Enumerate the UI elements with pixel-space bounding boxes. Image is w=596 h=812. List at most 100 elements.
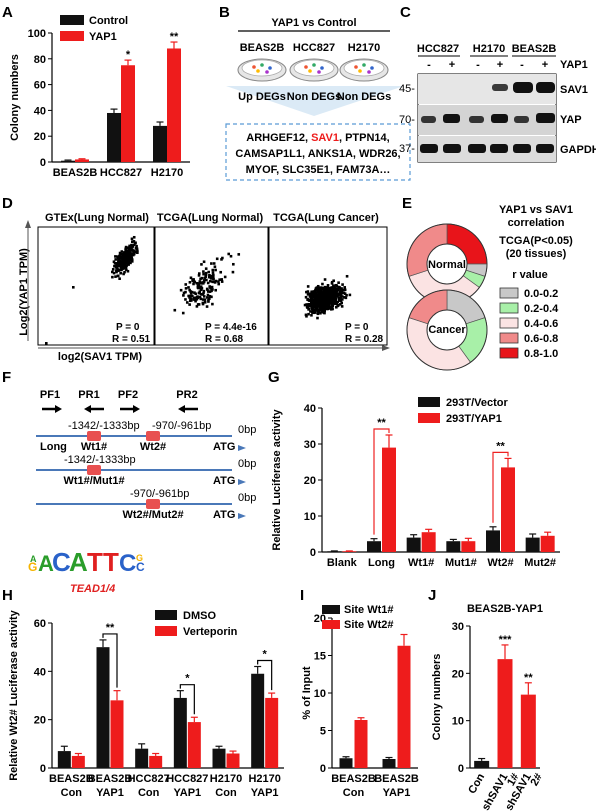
scatter-point <box>205 287 209 291</box>
x-tick-label: YAP1 <box>383 787 411 799</box>
scatter-point <box>309 299 313 302</box>
panel-f-promoter: PF1 PR1 PF2 PR2 -1342/-1333bp -970/-961b… <box>28 389 256 595</box>
scatter-point <box>315 297 319 301</box>
scatter-point <box>327 287 331 290</box>
d-points-gtex <box>45 235 139 345</box>
f-row2-atg-arrow <box>238 479 246 485</box>
scatter-point <box>211 271 215 274</box>
bar <box>61 160 75 162</box>
f-row2-label: Wt1#/Mut1# <box>63 475 124 487</box>
scatter-point <box>331 302 335 306</box>
scatter-point <box>304 295 308 299</box>
f-row2-0bp: 0bp <box>238 458 256 470</box>
scatter-point <box>204 271 208 275</box>
y-tick-label: 100 <box>28 28 46 40</box>
scatter-point <box>210 285 214 289</box>
scatter-point <box>332 295 336 299</box>
y-tick-label: 40 <box>34 105 46 117</box>
scatter-point <box>202 279 206 282</box>
y-tick-label: 10 <box>314 688 326 700</box>
svg-text:T: T <box>87 547 103 577</box>
c-treat-3: - <box>476 59 480 71</box>
scatter-point <box>338 290 342 294</box>
donut-outline <box>406 289 488 371</box>
scatter-point <box>316 316 319 320</box>
x-tick-label: H2170 <box>248 773 280 785</box>
scatter-point <box>331 304 335 308</box>
scatter-point <box>220 280 224 283</box>
scatter-point <box>209 274 213 278</box>
x-tick-label: H2170 <box>210 773 242 785</box>
scatter-point <box>136 249 139 253</box>
bar <box>339 758 353 768</box>
scatter-point <box>195 305 199 308</box>
y-axis-label: Colony numbers <box>9 54 21 141</box>
scatter-point <box>320 306 324 310</box>
scatter-point <box>119 271 122 275</box>
scatter-point <box>340 287 343 290</box>
scatter-point <box>195 295 199 299</box>
bar <box>107 112 121 162</box>
scatter-point <box>213 265 217 269</box>
significance-label: ** <box>496 440 505 452</box>
d-frame-3 <box>268 226 388 346</box>
scatter-point <box>332 284 335 288</box>
scatter-point <box>190 290 194 294</box>
scatter-point <box>219 270 223 274</box>
scatter-point <box>310 313 313 317</box>
y-tick-label: 15 <box>314 651 326 663</box>
scatter-point <box>337 296 340 300</box>
x-tick-label: BEAS2B <box>331 773 376 785</box>
scatter-point <box>330 306 334 309</box>
bar <box>525 537 540 552</box>
chart-h-wt2-luciferase: 0 20 40 60 Relative Wt2# Luciferase activity… <box>8 609 284 799</box>
scatter-point <box>323 311 326 315</box>
y-tick-label: 60 <box>34 80 46 92</box>
x-tick-label: Con <box>343 787 365 799</box>
c-band <box>443 114 460 123</box>
scatter-point <box>195 297 199 301</box>
d-xlabel: log2(SAV1 TPM) <box>58 351 142 363</box>
scatter-point <box>136 251 139 255</box>
scatter-point <box>334 292 337 295</box>
b-cell-h2170: H2170 <box>348 42 380 54</box>
scatter-point <box>323 291 327 295</box>
scatter-point <box>123 252 127 256</box>
y-tick-label: 30 <box>304 439 316 451</box>
scatter-point <box>118 255 121 258</box>
scatter-point <box>199 288 203 292</box>
f-primer-pr1: PR1 <box>78 389 99 401</box>
scatter-point <box>122 251 126 254</box>
scatter-point <box>311 296 314 300</box>
scatter-point <box>334 294 338 298</box>
scatter-point <box>45 342 48 345</box>
d-p-2: P = 4.4e-16 <box>205 322 257 333</box>
c-band <box>536 82 555 93</box>
panel-label-f: F <box>2 369 11 386</box>
scatter-point <box>115 262 119 265</box>
scatter-point <box>330 295 334 299</box>
f-row3-label: Wt2#/Mut2# <box>122 509 183 521</box>
y-tick-label: 30 <box>452 621 464 633</box>
legend-swatch <box>322 620 340 629</box>
scatter-point <box>341 283 344 286</box>
scatter-point <box>227 252 231 256</box>
svg-text:G: G <box>28 560 37 574</box>
c-treatment-label: YAP1 <box>560 59 588 71</box>
scatter-point <box>323 301 326 305</box>
panel-e-donuts: Normal Cancer YAP1 vs SAV1 correlation T… <box>406 204 573 371</box>
scatter-point <box>111 270 114 274</box>
scatter-point <box>331 307 334 311</box>
scatter-point <box>200 282 203 285</box>
y-tick-label: 10 <box>304 511 316 523</box>
scatter-point <box>189 294 192 298</box>
legend-label: 0.2-0.4 <box>524 303 559 315</box>
scatter-point <box>337 303 340 307</box>
y-tick-label: 60 <box>34 618 46 630</box>
scatter-point <box>211 302 214 306</box>
scatter-point <box>318 288 322 292</box>
bar <box>406 537 421 552</box>
scatter-point <box>179 288 183 292</box>
panel-label-i: I <box>300 587 304 604</box>
